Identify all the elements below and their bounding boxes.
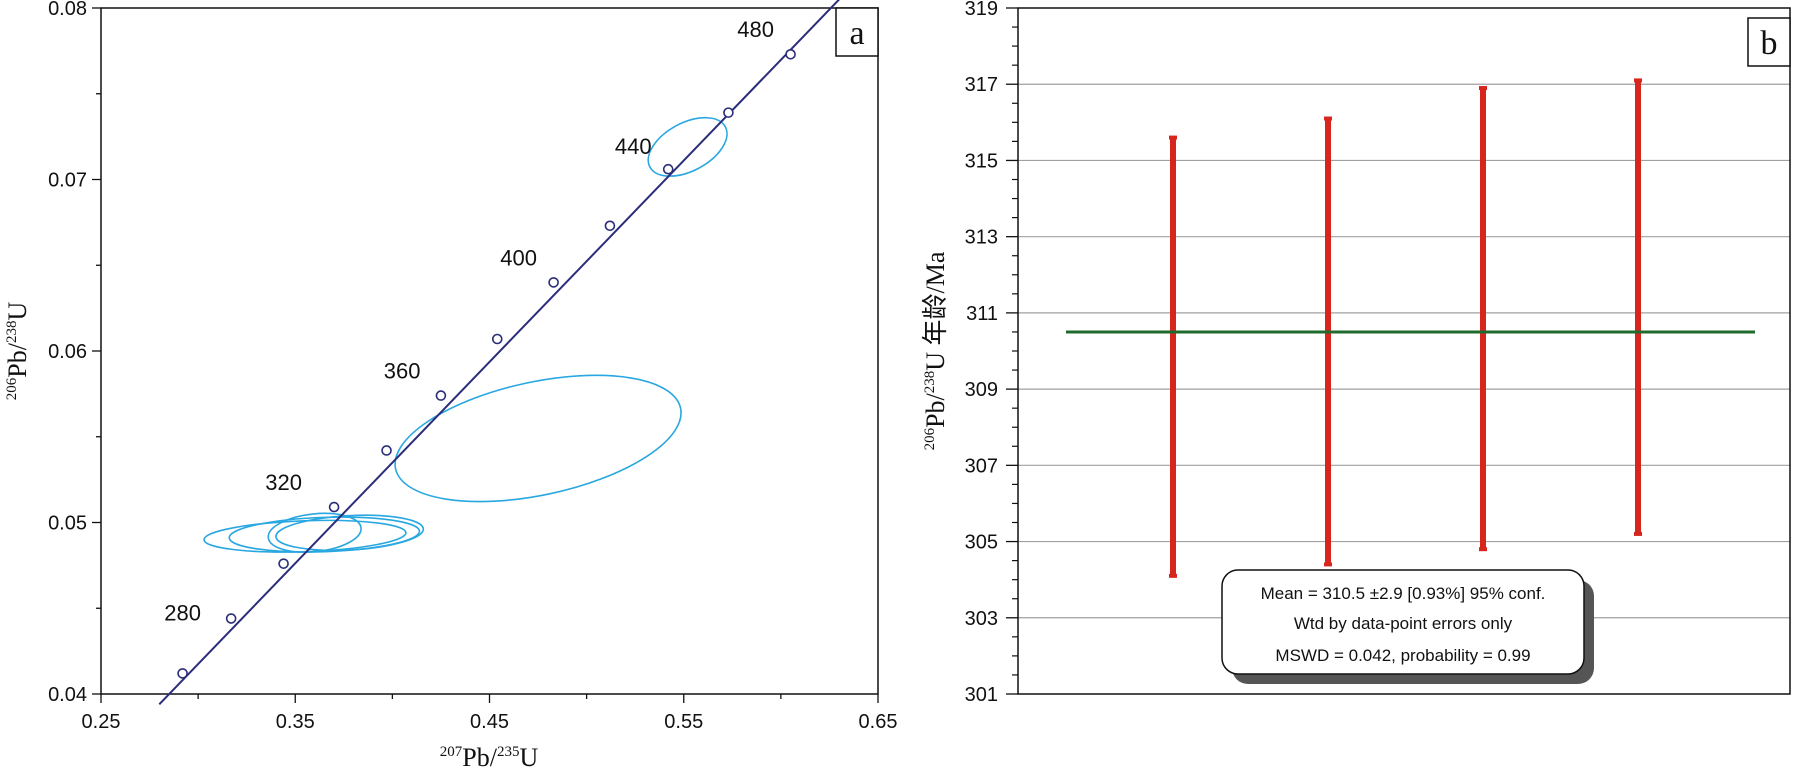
panel-label-a: a xyxy=(849,15,864,52)
y-title-b-sup1: 206 xyxy=(922,427,938,450)
panel-label-box-b xyxy=(1747,17,1791,67)
y-tick-label-b: 313 xyxy=(965,227,998,249)
age-marker xyxy=(785,49,796,60)
y-tick-label-a: 0.05 xyxy=(48,513,87,535)
stats-mswd-line: MSWD = 0.042, probability = 0.99 xyxy=(1275,646,1530,665)
error-ellipse xyxy=(267,512,362,553)
concordia-panel: 280 320 360 400 440 480 0.25 0.35 0.45 0.55 0.65 0… xyxy=(3,0,897,772)
age-label: 480 xyxy=(737,17,774,42)
age-label: 280 xyxy=(164,600,201,625)
y-title-base2: U xyxy=(3,302,32,321)
y-title-b-sup2: 238 xyxy=(922,371,938,394)
age-marker xyxy=(604,220,616,232)
stats-box: Mean = 310.5 ±2.9 [0.93%] 95% conf. Wtd … xyxy=(1221,569,1594,684)
x-tick-label-a: 0.45 xyxy=(470,711,509,733)
y-axis-title-a: 206Pb/238U xyxy=(3,302,32,401)
y-tick-label-b: 309 xyxy=(965,379,998,401)
stats-box-frame xyxy=(1221,569,1585,675)
age-marker xyxy=(548,277,559,288)
y-tick-label-a: 0.07 xyxy=(48,170,87,192)
stats-mean-line: Mean = 310.5 ±2.9 [0.93%] 95% conf. xyxy=(1261,584,1546,603)
svg-text:206Pb/238U: 206Pb/238U xyxy=(3,302,32,401)
concordia-curve xyxy=(158,0,840,705)
age-label: 320 xyxy=(265,470,302,495)
y-tick-label-b: 301 xyxy=(965,684,998,706)
x-tick-label-a: 0.55 xyxy=(664,711,703,733)
age-label: 440 xyxy=(615,134,652,159)
error-ellipse xyxy=(275,514,425,552)
x-title-base2: U xyxy=(519,743,538,772)
age-marker xyxy=(278,558,289,569)
x-tick-label-a: 0.65 xyxy=(859,711,898,733)
x-title-base1: Pb/ xyxy=(462,743,497,772)
x-axis-title-a: 207Pb/235U xyxy=(440,743,539,772)
svg-text:206Pb/238U 年龄/Ma: 206Pb/238U 年龄/Ma xyxy=(921,251,950,450)
x-tick-label-a: 0.25 xyxy=(82,711,121,733)
y-title-b-base2: U 年龄/Ma xyxy=(921,251,950,371)
x-title-sup1: 207 xyxy=(440,744,463,760)
panel-label-box-a xyxy=(835,7,879,57)
panel-label-b: b xyxy=(1761,25,1778,62)
age-marker xyxy=(381,445,392,456)
y-tick-label-b: 315 xyxy=(965,150,998,172)
plot-frame-a xyxy=(100,7,879,695)
y-tick-label-a: 0.04 xyxy=(48,684,87,706)
stats-weighting-line: Wtd by data-point errors only xyxy=(1294,614,1513,633)
age-marker xyxy=(328,501,340,513)
age-marker xyxy=(662,163,674,175)
y-tick-label-b: 317 xyxy=(965,74,998,96)
y-axis-title-b: 206Pb/238U 年龄/Ma xyxy=(921,251,950,450)
y-title-base1: Pb/ xyxy=(3,342,32,377)
y-tick-label-b: 303 xyxy=(965,608,998,630)
age-marker xyxy=(225,613,237,624)
y-tick-label-b: 307 xyxy=(965,455,998,477)
x-tick-label-a: 0.35 xyxy=(276,711,315,733)
x-title-sup2: 235 xyxy=(497,744,520,760)
y-tick-label-b: 311 xyxy=(966,303,998,325)
y-tick-label-a: 0.08 xyxy=(48,0,87,20)
y-title-b-base1: Pb/ xyxy=(921,392,950,427)
y-tick-label-b: 319 xyxy=(965,0,998,20)
age-marker xyxy=(435,390,447,401)
y-title-sup2: 238 xyxy=(4,321,20,344)
error-ellipse xyxy=(394,374,682,503)
y-tick-label-a: 0.06 xyxy=(48,341,87,363)
age-marker xyxy=(177,668,188,679)
age-marker xyxy=(723,107,734,118)
y-tick-label-b: 305 xyxy=(965,532,998,554)
error-ellipse xyxy=(647,116,728,177)
age-label: 400 xyxy=(500,245,537,270)
weighted-mean-panel: 301 303 305 307 309 311 313 315 317 319 Mean = 31… xyxy=(921,0,1791,706)
y-title-sup1: 206 xyxy=(4,377,20,400)
age-marker xyxy=(491,333,503,345)
age-label: 360 xyxy=(384,358,421,383)
